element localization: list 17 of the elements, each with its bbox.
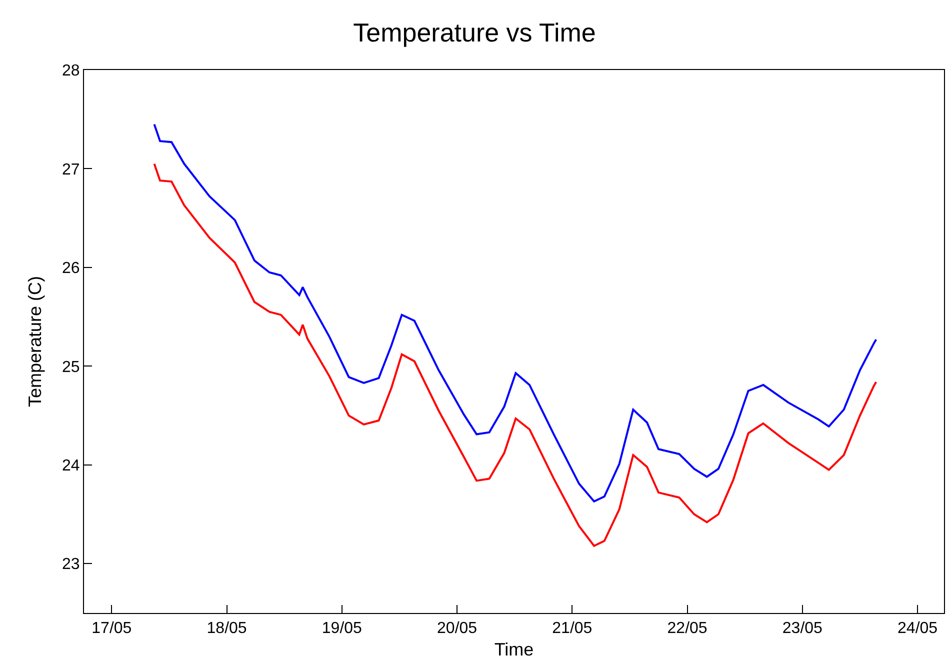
y-axis-title: Temperature (C) (25, 276, 46, 408)
x-tick-label: 17/05 (92, 620, 132, 638)
y-tick-label: 26 (62, 260, 80, 278)
x-tick-label: 24/05 (898, 620, 938, 638)
y-tick-label: 27 (62, 161, 80, 178)
x-tick-label: 21/05 (552, 620, 592, 638)
x-tick-label: 19/05 (322, 620, 362, 638)
y-tick-label: 23 (62, 556, 80, 574)
x-axis-title: Time (494, 639, 534, 660)
x-tick-label: 20/05 (437, 620, 478, 638)
x-tick-label: 23/05 (782, 620, 823, 638)
y-tick-label: 24 (62, 458, 80, 475)
y-tick-label: 28 (62, 62, 80, 80)
chart-title: Temperature vs Time (353, 18, 596, 48)
y-tick-label: 25 (62, 358, 80, 376)
x-tick-label: 22/05 (667, 620, 708, 638)
x-tick-label: 18/05 (206, 620, 247, 638)
